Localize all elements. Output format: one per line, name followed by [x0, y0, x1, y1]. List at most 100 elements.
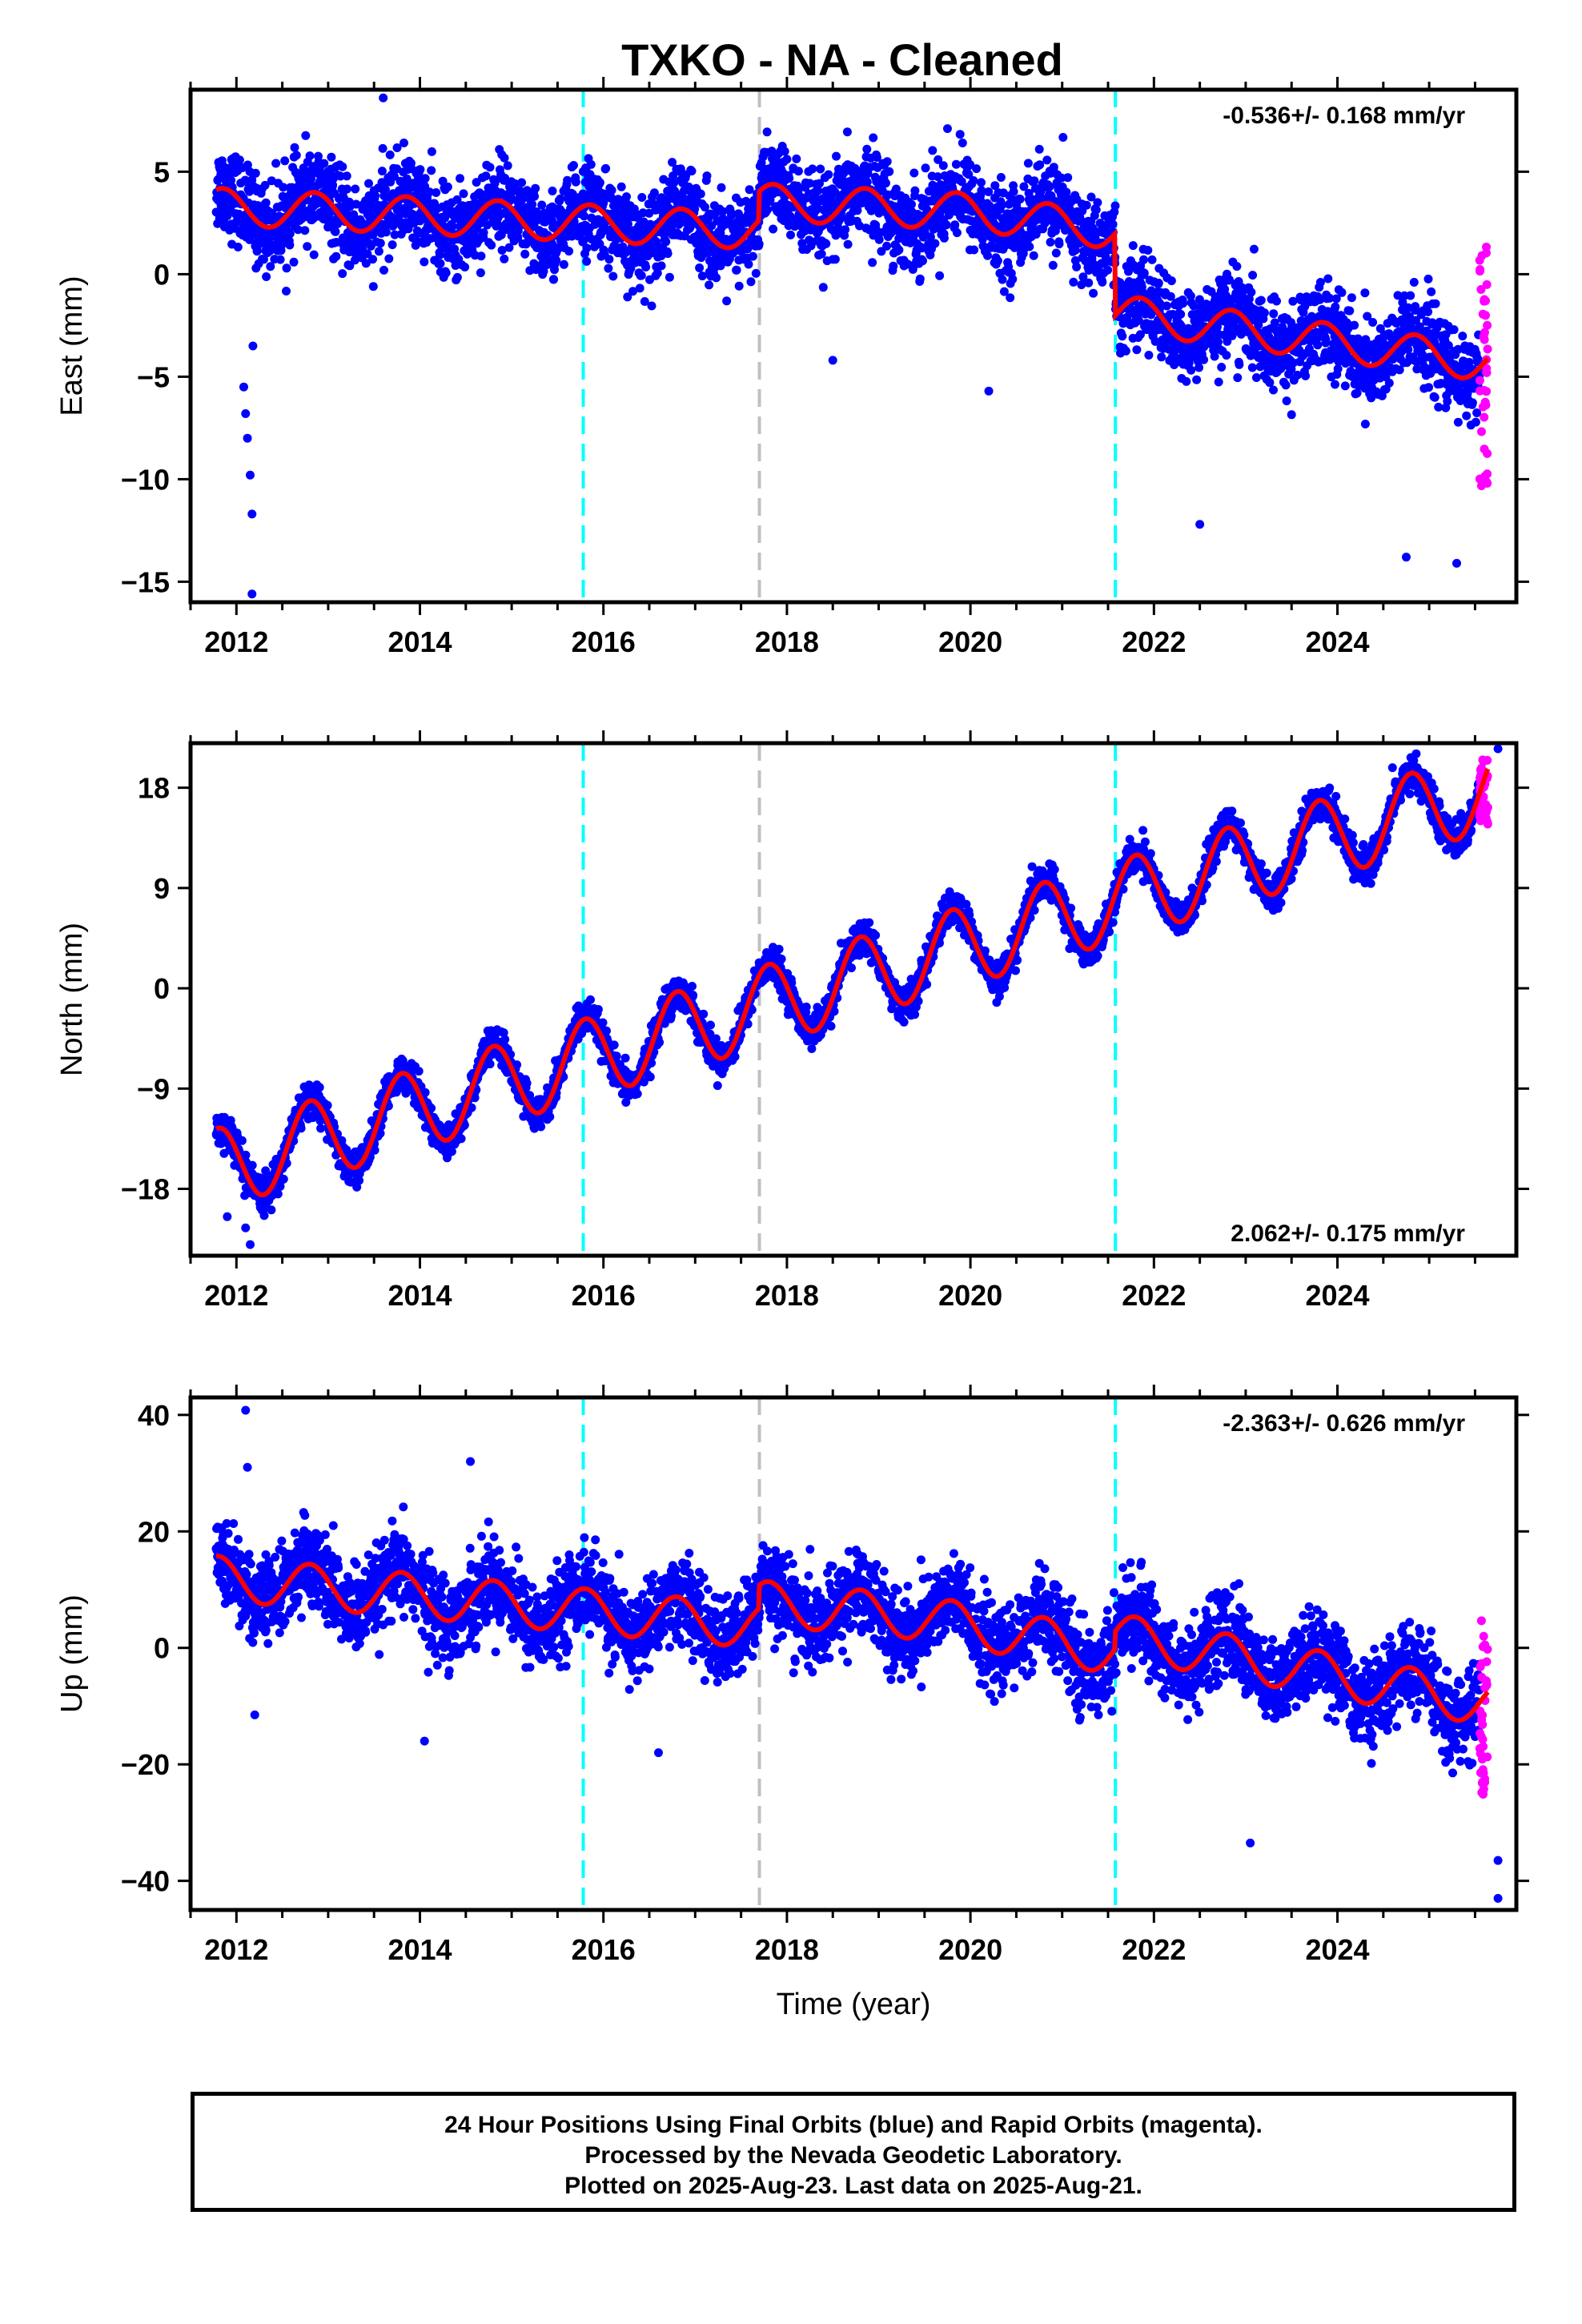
- data-point: [432, 188, 441, 197]
- data-point: [556, 194, 565, 203]
- data-point: [977, 178, 986, 187]
- data-point: [416, 165, 425, 175]
- data-point: [459, 189, 468, 199]
- data-point: [231, 217, 241, 227]
- data-point: [877, 247, 886, 256]
- data-point: [951, 159, 961, 169]
- data-point: [496, 230, 506, 239]
- data-point: [456, 174, 464, 183]
- data-point: [894, 234, 904, 243]
- data-point: [390, 230, 400, 239]
- data-point: [266, 262, 275, 271]
- data-point: [727, 211, 736, 220]
- data-point: [1453, 344, 1463, 354]
- chart-title: TXKO - NA - Cleaned: [621, 34, 1063, 85]
- data-point: [1331, 294, 1341, 304]
- data-point: [351, 199, 361, 209]
- data-point: [669, 171, 678, 181]
- data-point: [460, 263, 470, 271]
- data-point: [237, 1136, 247, 1145]
- data-point: [934, 155, 943, 164]
- data-point: [1393, 291, 1403, 300]
- data-point: [1001, 241, 1010, 251]
- data-point: [363, 249, 372, 259]
- data-point: [1287, 410, 1296, 420]
- data-point: [816, 164, 825, 174]
- data-point: [282, 263, 291, 273]
- data-point: [950, 220, 960, 230]
- data-point: [487, 240, 496, 250]
- data-point: [1254, 320, 1263, 330]
- data-point: [663, 249, 673, 259]
- data-point: [343, 184, 351, 194]
- data-point: [1132, 345, 1142, 355]
- data-point: [1449, 325, 1459, 335]
- data-point: [1082, 200, 1091, 210]
- data-point: [1340, 381, 1350, 391]
- data-point: [1062, 187, 1071, 197]
- rapid-point: [1480, 412, 1489, 422]
- data-point: [1147, 255, 1157, 264]
- data-point: [668, 158, 677, 167]
- data-point: [955, 130, 965, 139]
- data-point: [595, 178, 604, 187]
- data-point: [1462, 411, 1472, 420]
- velocity-rate-label: -0.536+/- 0.168 mm/yr: [1223, 103, 1465, 129]
- data-point: [327, 152, 336, 162]
- data-point: [1333, 364, 1343, 374]
- data-point: [640, 297, 649, 306]
- data-point: [481, 171, 491, 181]
- data-point: [1248, 271, 1258, 280]
- data-point: [579, 235, 588, 245]
- data-point: [907, 199, 916, 209]
- data-point: [1269, 309, 1279, 319]
- data-point: [279, 1174, 288, 1184]
- data-point: [862, 177, 872, 187]
- outlier-point: [1195, 520, 1205, 529]
- data-point: [1019, 182, 1029, 191]
- data-point: [412, 236, 421, 246]
- final-orbit-points: [211, 744, 1503, 1249]
- data-point: [1352, 388, 1362, 398]
- data-point: [872, 153, 881, 162]
- data-point: [1089, 288, 1098, 298]
- data-point: [1072, 262, 1082, 271]
- data-point: [748, 251, 757, 261]
- data-point: [271, 159, 281, 168]
- data-point: [267, 1205, 276, 1215]
- data-point: [1084, 278, 1094, 287]
- data-point: [259, 227, 269, 237]
- data-point: [767, 147, 777, 156]
- outlier-point: [239, 382, 248, 392]
- data-point: [628, 287, 637, 296]
- data-point: [818, 283, 828, 292]
- outlier-point: [248, 341, 258, 351]
- data-point: [1046, 237, 1055, 247]
- data-point: [1443, 396, 1452, 406]
- data-point: [370, 1145, 379, 1155]
- data-point: [1155, 299, 1165, 308]
- data-point: [1347, 293, 1356, 303]
- data-point: [786, 230, 795, 239]
- data-point: [792, 154, 801, 163]
- data-point: [414, 1067, 424, 1076]
- data-point: [862, 144, 872, 154]
- data-point: [378, 143, 387, 153]
- data-point: [472, 178, 481, 187]
- data-point: [316, 1124, 326, 1133]
- data-point: [1350, 320, 1359, 330]
- data-point: [406, 159, 416, 168]
- data-point: [564, 247, 574, 256]
- data-point: [938, 161, 948, 171]
- data-point: [1054, 239, 1064, 249]
- data-point: [885, 167, 894, 176]
- data-point: [223, 211, 232, 220]
- data-point: [1443, 340, 1453, 350]
- data-point: [868, 258, 877, 267]
- data-point: [420, 1088, 430, 1097]
- data-point: [404, 224, 413, 234]
- data-point: [882, 241, 892, 251]
- data-point: [1045, 182, 1054, 191]
- data-point: [261, 198, 271, 207]
- data-point: [1023, 159, 1033, 168]
